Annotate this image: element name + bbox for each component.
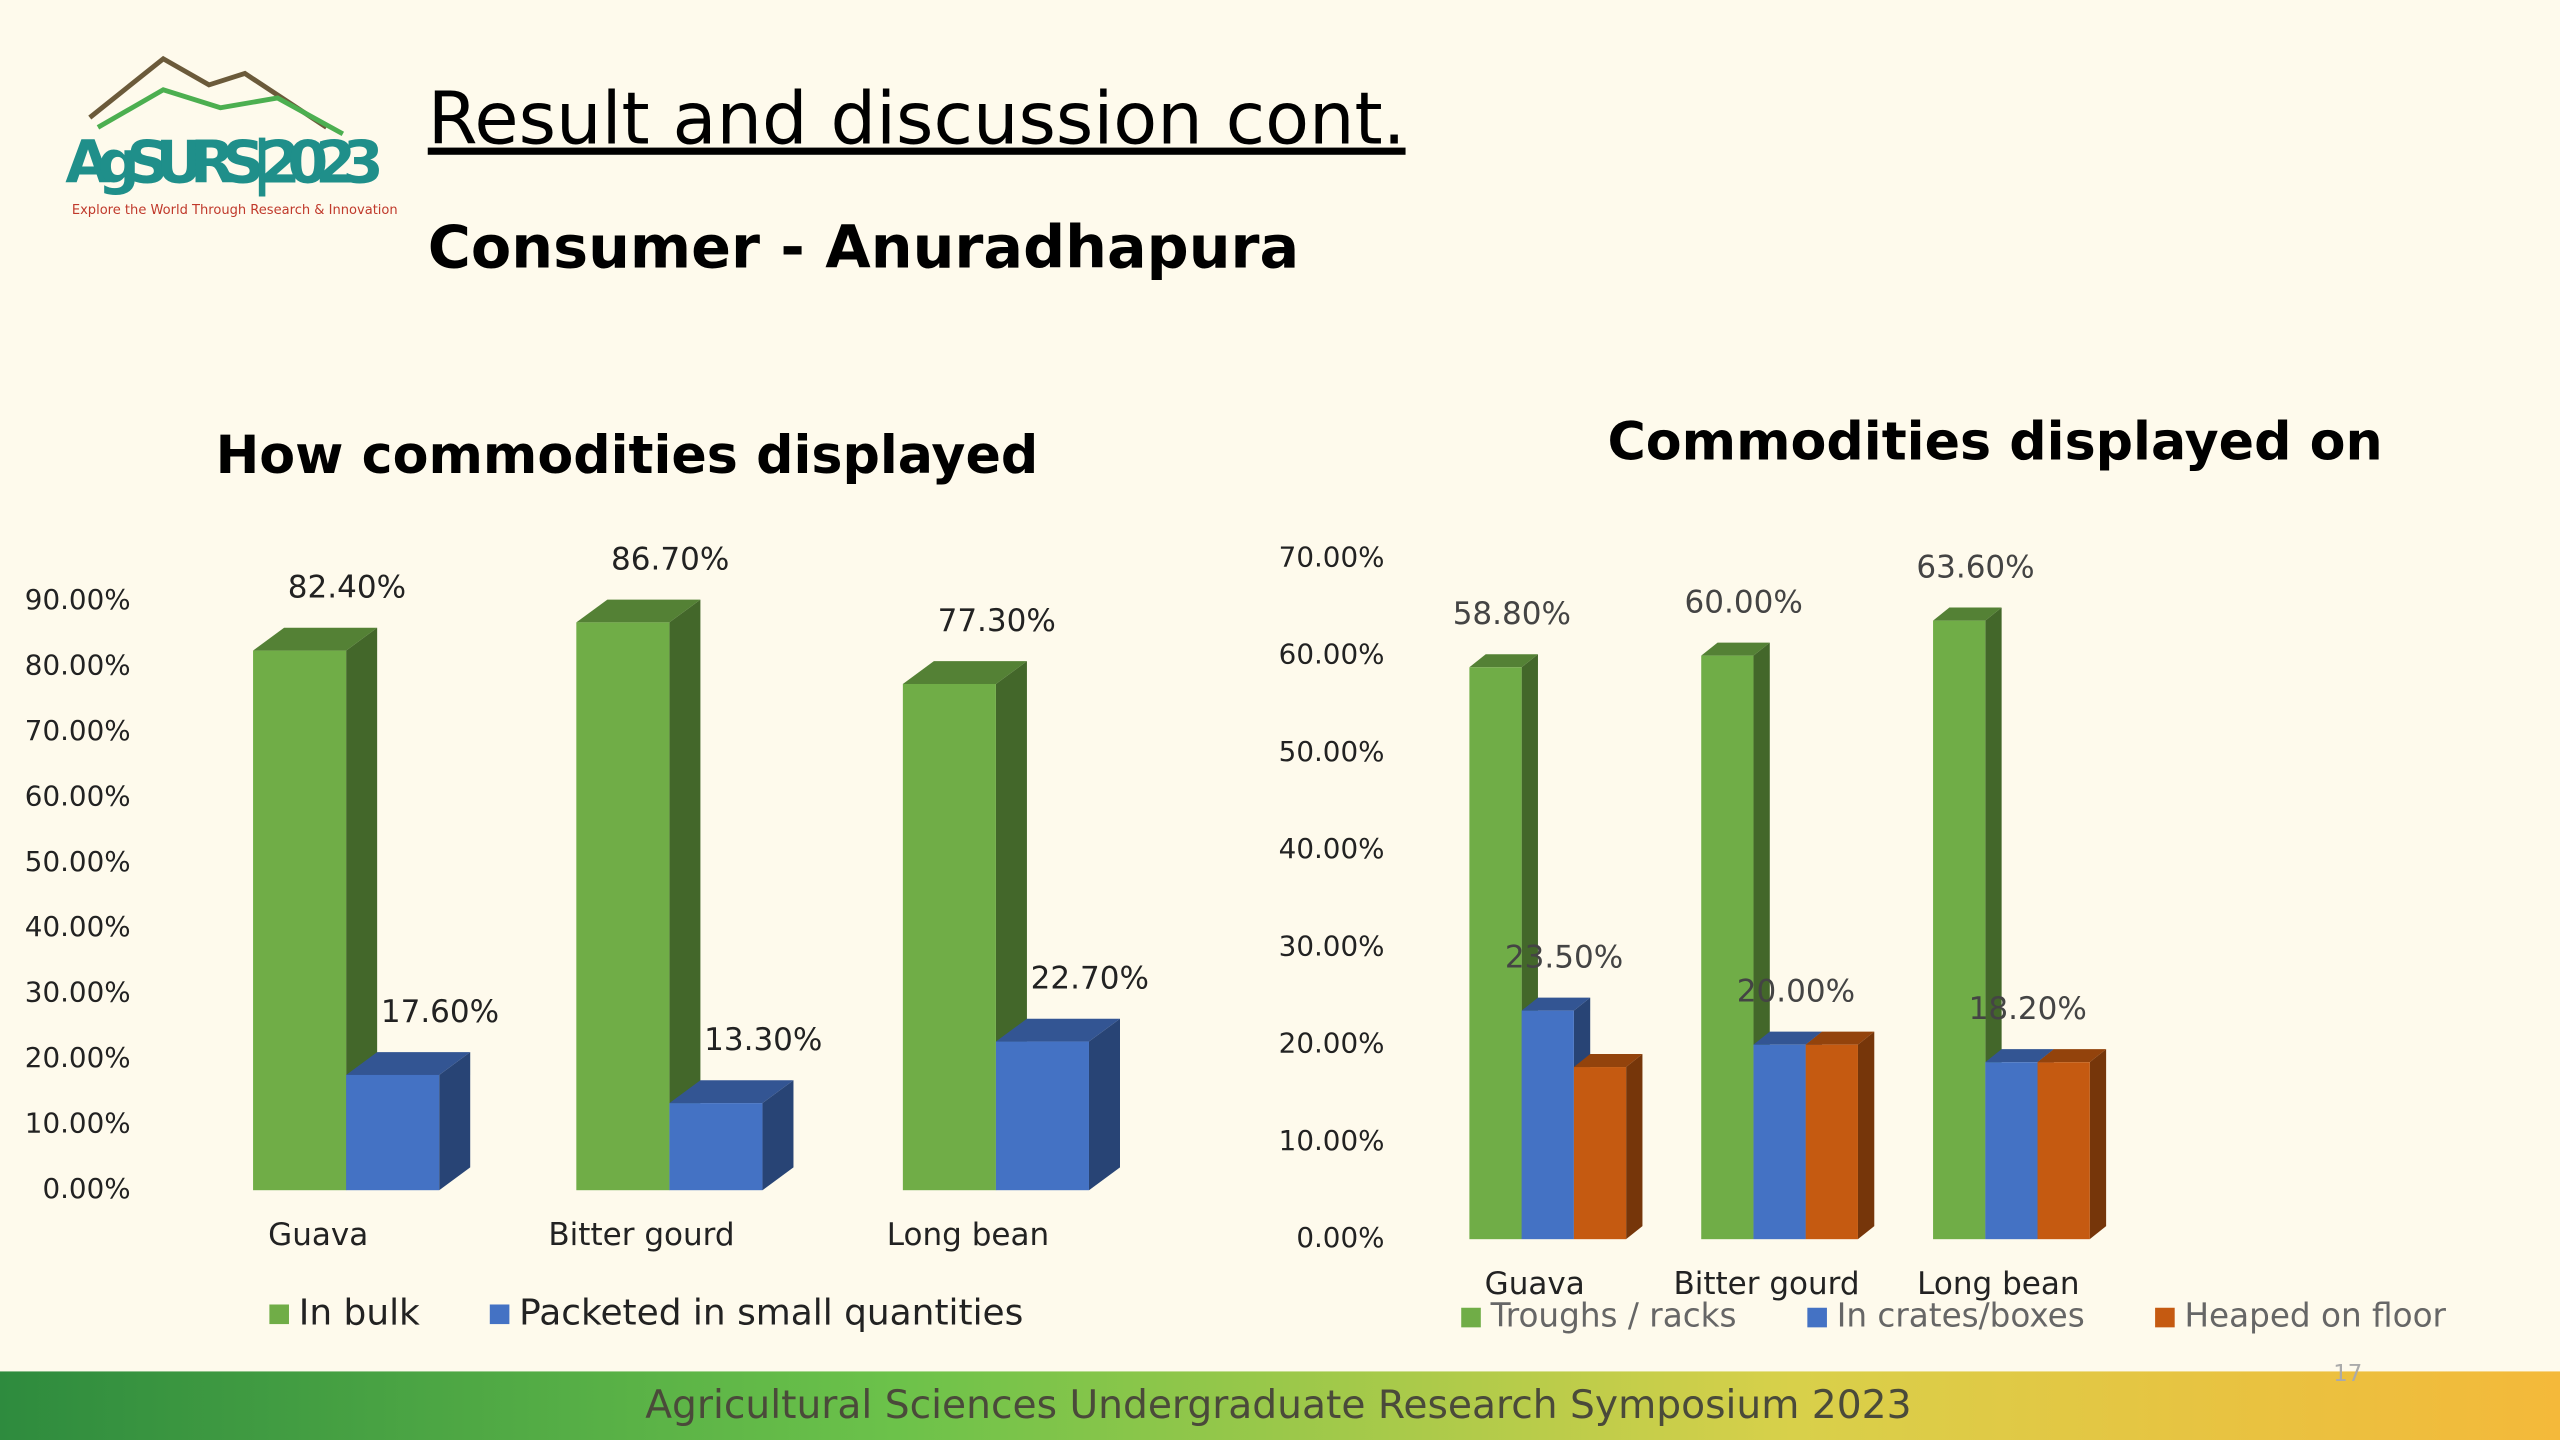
bar-top: [902, 661, 1027, 684]
page-number: 17: [2333, 1361, 2362, 1387]
bar: [995, 1041, 1089, 1191]
y-tick-label: 10.00%: [25, 1107, 131, 1140]
bar-side: [1088, 1018, 1120, 1191]
data-label: 20.00%: [1737, 973, 1855, 1009]
bar: [1469, 667, 1522, 1240]
bar: [669, 1103, 763, 1191]
data-label: 17.60%: [381, 994, 499, 1030]
data-label: 77.30%: [938, 603, 1056, 639]
data-label: 23.50%: [1505, 939, 1623, 975]
data-label: 86.70%: [611, 541, 729, 577]
data-label: 18.20%: [1969, 991, 2087, 1027]
bar-side: [2089, 1049, 2107, 1240]
footer-band: [0, 1371, 2560, 1440]
y-tick-label: 10.00%: [1279, 1124, 1385, 1157]
bar-top: [1985, 1049, 2054, 1063]
legend-label: In crates/boxes: [1837, 1297, 2085, 1335]
data-label: 63.60%: [1916, 549, 2034, 585]
data-label: 60.00%: [1685, 584, 1803, 620]
x-tick-label: Guava: [1485, 1266, 1585, 1302]
y-tick-label: 50.00%: [25, 845, 131, 878]
bar-top: [2037, 1049, 2107, 1063]
bar: [1985, 1062, 2038, 1240]
bar: [2037, 1062, 2090, 1240]
legend-label: Packeted in small quantities: [519, 1292, 1023, 1333]
bar-side: [439, 1052, 471, 1191]
bar-top: [1753, 1031, 1823, 1045]
bar: [1573, 1067, 1627, 1240]
bar-side: [346, 627, 378, 1191]
bar-top: [346, 1052, 471, 1075]
bar-side: [1626, 1053, 1643, 1240]
logo: AgSURS|2023 Explore the World Through Re…: [65, 55, 398, 218]
y-tick-label: 80.00%: [25, 648, 131, 681]
bar-top: [995, 1018, 1120, 1042]
legend-label: In bulk: [299, 1292, 420, 1333]
bar: [1753, 1044, 1806, 1240]
y-tick-label: 60.00%: [1279, 638, 1385, 671]
bar-top: [576, 599, 701, 623]
y-tick-label: 40.00%: [25, 910, 131, 943]
y-tick-label: 70.00%: [25, 714, 131, 747]
x-tick-label: Long bean: [887, 1217, 1049, 1253]
logo-tagline: Explore the World Through Research & Inn…: [72, 203, 398, 218]
y-tick-label: 50.00%: [1279, 735, 1385, 768]
y-tick-label: 70.00%: [1279, 540, 1385, 573]
bar: [1933, 620, 1986, 1240]
legend-swatch: [2155, 1307, 2175, 1328]
chart-title: Commodities displayed on: [1607, 413, 2382, 473]
y-tick-label: 30.00%: [1279, 929, 1385, 962]
bar: [1805, 1044, 1858, 1240]
x-tick-label: Long bean: [1917, 1266, 2079, 1302]
y-tick-label: 30.00%: [25, 976, 131, 1009]
bar-top: [1933, 607, 2002, 621]
y-tick-label: 40.00%: [1279, 832, 1385, 865]
bar-top: [1701, 642, 1770, 656]
bar: [346, 1074, 440, 1191]
bar: [1701, 655, 1754, 1240]
legend-swatch: [269, 1304, 289, 1325]
bar-side: [762, 1080, 794, 1191]
bar: [253, 650, 347, 1191]
bar: [902, 683, 996, 1191]
legend-swatch: [1807, 1307, 1827, 1328]
data-label: 22.70%: [1031, 961, 1149, 997]
legend-label: Troughs / racks: [1490, 1297, 1737, 1335]
bar-top: [1805, 1031, 1875, 1045]
legend-swatch: [1461, 1307, 1481, 1328]
bar-top: [1573, 1053, 1643, 1068]
y-tick-label: 0.00%: [1296, 1221, 1384, 1254]
data-label: 13.30%: [704, 1022, 822, 1058]
bar-top: [1469, 654, 1538, 668]
x-tick-label: Guava: [268, 1217, 368, 1253]
logo-mountains: [88, 55, 328, 130]
y-tick-label: 20.00%: [25, 1041, 131, 1074]
legend-swatch: [489, 1304, 510, 1325]
bar-top: [1521, 997, 1591, 1011]
slide-subtitle: Consumer - Anuradhapura: [428, 213, 1299, 282]
logo-hills: [96, 87, 345, 137]
logo-text: AgSURS|2023: [65, 128, 383, 197]
y-tick-label: 0.00%: [42, 1172, 130, 1205]
bar-side: [669, 599, 701, 1191]
legend-label: Heaped on floor: [2184, 1297, 2446, 1335]
x-tick-label: Bitter gourd: [548, 1217, 734, 1253]
y-tick-label: 20.00%: [1279, 1027, 1385, 1060]
data-label: 82.40%: [288, 570, 406, 606]
bar: [576, 622, 670, 1191]
x-tick-label: Bitter gourd: [1673, 1266, 1859, 1302]
slide-title: Result and discussion cont.: [428, 77, 1406, 161]
footer-text: Agricultural Sciences Undergraduate Rese…: [645, 1383, 1911, 1428]
chart-title: How commodities displayed: [216, 426, 1039, 486]
y-tick-label: 60.00%: [25, 779, 131, 812]
bar-side: [1857, 1031, 1875, 1240]
data-label: 58.80%: [1453, 596, 1571, 632]
bar-top: [253, 627, 378, 651]
bar-top: [669, 1080, 794, 1104]
y-tick-label: 90.00%: [25, 583, 131, 616]
bar: [1521, 1010, 1574, 1240]
